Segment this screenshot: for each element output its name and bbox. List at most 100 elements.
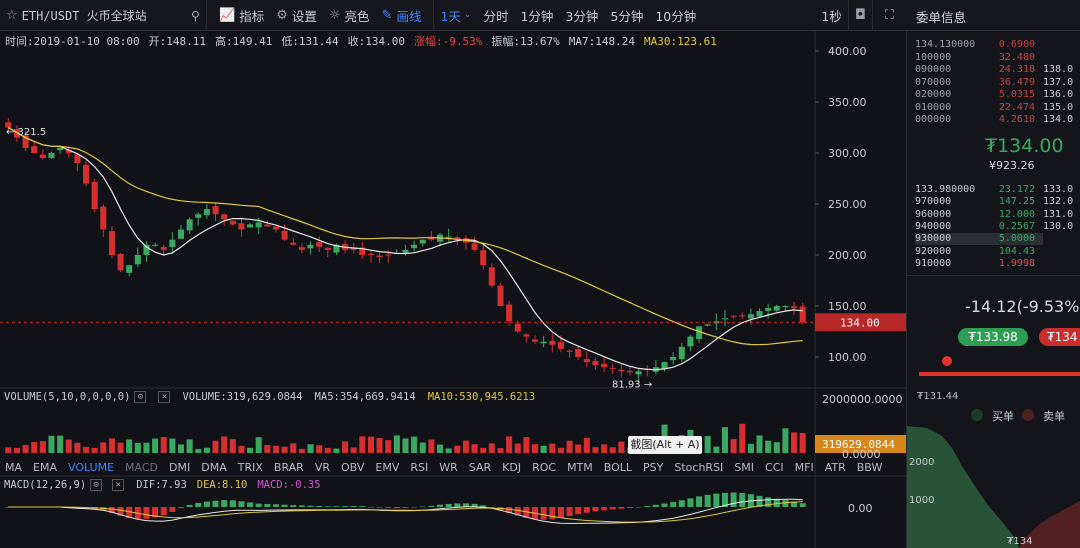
- kline-chart[interactable]: ← 321.5 81.93 → 400.00 350.00 300.00 250.00 2…: [0, 31, 906, 548]
- ask-row[interactable]: 100000 32.480: [915, 52, 1080, 64]
- indicator-tab-trix[interactable]: TRIX: [237, 460, 263, 474]
- gear-icon[interactable]: ⚙: [90, 479, 103, 491]
- indicator-tab-ma[interactable]: MA: [5, 460, 23, 474]
- volume-bar: [333, 448, 340, 453]
- volume-bar: [212, 440, 219, 453]
- candle-body: [247, 224, 254, 228]
- period-tab-2[interactable]: 3分钟: [559, 0, 604, 31]
- fullscreen-icon: ⛶: [884, 7, 894, 23]
- volume-bar: [488, 443, 495, 453]
- indicator-tab-wr[interactable]: WR: [439, 460, 458, 474]
- volume-bar: [247, 447, 254, 453]
- indicator-tab-vr[interactable]: VR: [314, 460, 330, 474]
- macd-bar: [704, 494, 711, 507]
- draw-button[interactable]: ✎ 画线: [376, 0, 428, 31]
- indicator-tab-dmi[interactable]: DMI: [169, 460, 191, 474]
- bid-row[interactable]: 133.980000 23.172 133.0: [915, 184, 1080, 196]
- candle-body: [549, 340, 556, 345]
- bid-row[interactable]: 910000 1.9998: [915, 258, 1080, 270]
- macd-bar: [791, 501, 798, 507]
- macd-bar: [618, 507, 625, 509]
- period-dropdown[interactable]: 1天 ⌄: [434, 0, 477, 31]
- period-tab-4[interactable]: 10分钟: [649, 0, 702, 31]
- candle-body: [661, 362, 668, 369]
- indicator-tab-bbw[interactable]: BBW: [856, 460, 883, 474]
- volume-bar: [393, 435, 400, 453]
- indicator-tab-macd[interactable]: MACD: [125, 460, 159, 474]
- candle-body: [756, 311, 763, 317]
- buy-price-button[interactable]: ₮133.98: [958, 328, 1028, 346]
- candle-body: [272, 226, 280, 230]
- period-selected: 1天: [440, 8, 461, 24]
- ask-row[interactable]: 070000 36.479 137.0: [915, 77, 1080, 89]
- close-icon[interactable]: ✕: [158, 391, 171, 403]
- high-marker: ← 321.5: [6, 127, 46, 138]
- volume-bar: [126, 439, 133, 453]
- candle-body: [601, 363, 608, 368]
- location-pin-icon: [942, 356, 952, 366]
- indicator-tab-smi[interactable]: SMI: [734, 460, 755, 474]
- volume-bar: [566, 440, 573, 453]
- bid-row[interactable]: 930000 5.0000: [915, 233, 1043, 246]
- volume-bar: [618, 441, 625, 453]
- candle-body: [57, 147, 64, 151]
- theme-button[interactable]: ☼ 亮色: [323, 0, 376, 31]
- indicator-tab-rsi[interactable]: RSI: [410, 460, 429, 474]
- candle-body: [523, 334, 530, 337]
- candle-body: [557, 342, 564, 349]
- volume-bar: [739, 423, 746, 453]
- ask-row[interactable]: 090000 24.318 138.0: [915, 64, 1080, 76]
- indicator-tab-sar[interactable]: SAR: [468, 460, 492, 474]
- indicator-tab-psy[interactable]: PSY: [643, 460, 664, 474]
- search-icon[interactable]: ⚲: [190, 7, 200, 23]
- fullscreen-button[interactable]: ⛶: [873, 0, 906, 31]
- indicator-tab-brar[interactable]: BRAR: [273, 460, 304, 474]
- ask-row[interactable]: 010000 22.474 135.0: [915, 102, 1080, 114]
- volume-bar: [445, 448, 452, 453]
- indicator-tab-obv[interactable]: OBV: [341, 460, 365, 474]
- macd-bar: [506, 507, 513, 514]
- indicator-tab-mtm[interactable]: MTM: [567, 460, 593, 474]
- indicators-button[interactable]: 📈 指标: [213, 0, 270, 31]
- candle-body: [376, 255, 383, 258]
- camera-button[interactable]: ◘: [849, 0, 872, 31]
- ask-row[interactable]: 134.130000 0.6900: [915, 39, 1080, 51]
- indicator-tab-ema[interactable]: EMA: [33, 460, 57, 474]
- symbol-selector[interactable]: ☆ ETH/USDT 火币全球站 ⚲: [0, 0, 206, 31]
- indicator-tab-mfi[interactable]: MFI: [794, 460, 814, 474]
- sell-price-button[interactable]: ₮134: [1039, 328, 1080, 346]
- indicator-tab-cci[interactable]: CCI: [765, 460, 784, 474]
- indicator-tab-emv[interactable]: EMV: [375, 460, 400, 474]
- indicator-tab-roc[interactable]: ROC: [532, 460, 557, 474]
- period-tab-3[interactable]: 5分钟: [604, 0, 649, 31]
- bid-row[interactable]: 920000 104.43: [915, 246, 1080, 258]
- depth-chart[interactable]: [907, 426, 1080, 548]
- divider: [847, 0, 849, 31]
- gear-icon[interactable]: ⚙: [134, 391, 147, 403]
- draw-label: 画线: [396, 8, 422, 24]
- refresh-interval[interactable]: 1秒: [815, 0, 847, 31]
- candle-body: [316, 242, 323, 247]
- volume-bar: [765, 440, 772, 453]
- indicator-tab-atr[interactable]: ATR: [824, 460, 846, 474]
- macd-bar: [626, 507, 634, 508]
- indicator-tab-volume[interactable]: VOLUME: [67, 460, 115, 474]
- indicator-tab-kdj[interactable]: KDJ: [502, 460, 522, 474]
- candle-body: [583, 359, 590, 363]
- macd-bar: [160, 507, 167, 516]
- indicator-tab-dma[interactable]: DMA: [201, 460, 227, 474]
- star-icon[interactable]: ☆: [6, 7, 18, 23]
- period-tab-1[interactable]: 1分钟: [514, 0, 559, 31]
- bid-row[interactable]: 940000 0.2567 130.0: [915, 221, 1080, 233]
- ask-total: 134.0: [1043, 114, 1074, 125]
- bid-row[interactable]: 970000 147.25 132.0: [915, 196, 1080, 208]
- period-tab-0[interactable]: 分时: [477, 0, 514, 31]
- bid-row[interactable]: 960000 12.000 131.0: [915, 209, 1080, 221]
- indicator-tab-stochrsi[interactable]: StochRSI: [674, 460, 724, 474]
- ask-row[interactable]: 000000 4.2610 134.0: [915, 114, 1080, 126]
- depth-slider[interactable]: [919, 372, 1080, 376]
- close-icon[interactable]: ✕: [112, 479, 125, 491]
- ask-row[interactable]: 020000 5.0315 136.0: [915, 89, 1080, 101]
- indicator-tab-boll[interactable]: BOLL: [603, 460, 633, 474]
- settings-button[interactable]: ⚙ 设置: [270, 0, 323, 31]
